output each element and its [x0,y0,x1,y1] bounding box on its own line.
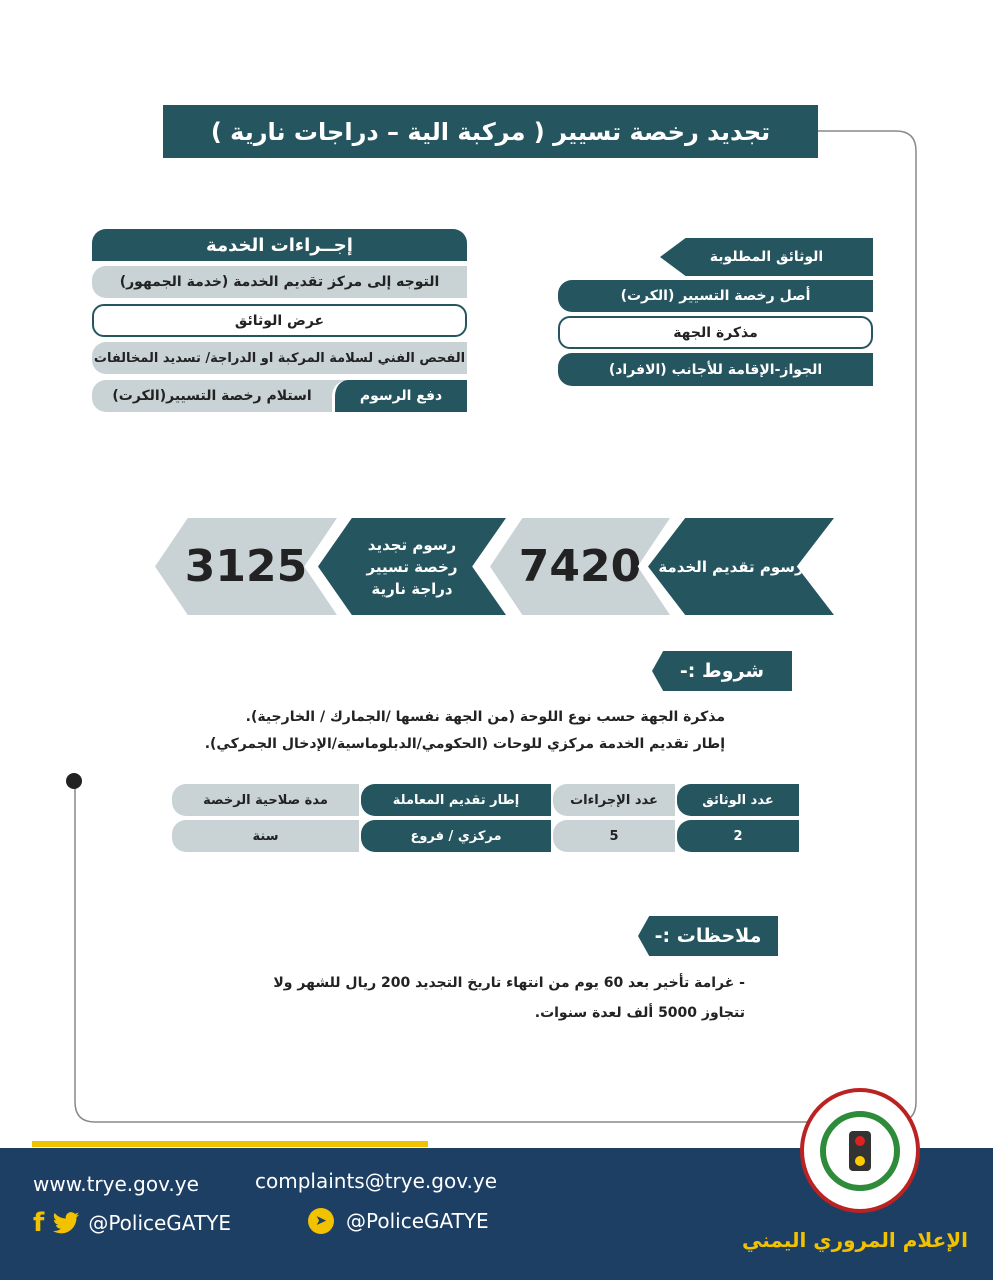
organization-logo [800,1088,920,1213]
document-item: مذكرة الجهة [558,316,873,349]
condition-line: مذكرة الجهة حسب نوع اللوحة (من الجهة نفس… [245,709,725,725]
service-fee-value: 7420 [518,541,642,592]
table-header: إطار تقديم المعاملة [361,784,551,816]
info-table-value-row: 2 5 مركزي / فروع سنة [172,820,799,852]
notes-text: - غرامة تأخير بعد 60 يوم من انتهاء تاريخ… [230,968,745,1028]
document-item: الجواز-الإقامة للأجانب (الافراد) [558,353,873,386]
documents-header: الوثائق المطلوبة [660,238,873,276]
social-row: f @PoliceGATYE [33,1208,231,1238]
telegram-handle[interactable]: @PoliceGATYE [346,1209,489,1233]
table-cell: 5 [553,820,675,852]
table-cell: مركزي / فروع [361,820,551,852]
renewal-fee-value: 3125 [184,541,308,592]
telegram-icon[interactable]: ➤ [308,1208,334,1234]
telegram-row: ➤ @PoliceGATYE [308,1208,489,1234]
note-line: - غرامة تأخير بعد 60 يوم من انتهاء تاريخ… [273,975,745,991]
table-cell: سنة [172,820,359,852]
notes-header: ملاحظات :- [638,916,778,956]
renewal-fee-label: رسوم تجديد رخصة تسيير دراجة نارية [366,535,458,598]
procedure-step: الفحص الفني لسلامة المركبة او الدراجة/ ت… [92,342,467,374]
organization-name: الإعلام المروري اليمني [741,1228,968,1252]
procedure-step: دفع الرسوم [332,380,467,412]
procedure-row: دفع الرسوم استلام رخصة التسيير(الكرت) [92,380,467,412]
procedure-step: عرض الوثائق [92,304,467,337]
note-line: تتجاوز 5000 ألف لعدة سنوات. [534,1005,745,1021]
condition-line: إطار تقديم الخدمة مركزي للوحات (الحكومي/… [204,736,725,752]
twitter-icon[interactable] [52,1212,80,1234]
website-link[interactable]: www.trye.gov.ye [33,1172,199,1196]
table-cell: 2 [677,820,799,852]
conditions-text: مذكرة الجهة حسب نوع اللوحة (من الجهة نفس… [180,704,725,758]
info-table-header-row: عدد الوثائق عدد الإجراءات إطار تقديم الم… [172,784,799,816]
service-fee-label: رسوم تقديم الخدمة [658,557,804,576]
email-link[interactable]: complaints@trye.gov.ye [255,1169,497,1193]
conditions-header: شروط :- [652,651,792,691]
facebook-icon[interactable]: f [33,1208,45,1238]
accent-bar [32,1141,428,1147]
document-item: أصل رخصة التسيير (الكرت) [558,280,873,312]
procedures-header: إجــراءات الخدمة [92,229,467,261]
table-header: عدد الإجراءات [553,784,675,816]
social-handle[interactable]: @PoliceGATYE [88,1211,232,1235]
table-header: مدة صلاحية الرخصة [172,784,359,816]
procedure-step: التوجه إلى مركز تقديم الخدمة (خدمة الجمه… [92,266,467,298]
renewal-fee-label-chevron: رسوم تجديد رخصة تسيير دراجة نارية [318,518,506,615]
page-title: تجديد رخصة تسيير ( مركبة الية – دراجات ن… [163,105,818,158]
table-header: عدد الوثائق [677,784,799,816]
renewal-fee-chevron: 3125 [155,518,337,615]
procedure-step: استلام رخصة التسيير(الكرت) [112,388,312,404]
